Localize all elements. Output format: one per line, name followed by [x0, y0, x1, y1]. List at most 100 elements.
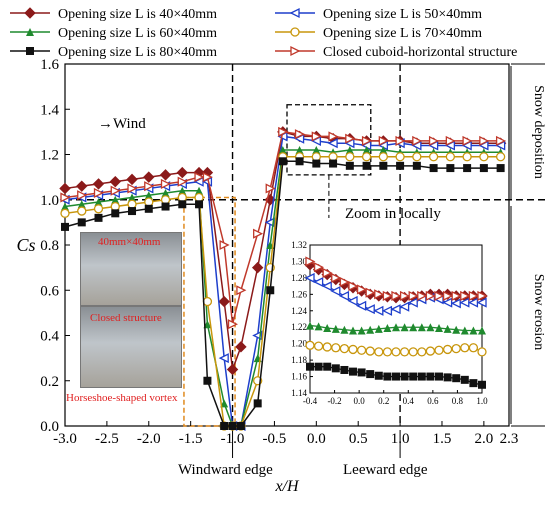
data-point — [218, 295, 230, 308]
data-point — [379, 161, 388, 170]
inset-x-tick-label: 0.6 — [427, 396, 439, 406]
data-point — [203, 376, 212, 385]
inset-data-point — [476, 297, 487, 308]
inset-data-point — [400, 323, 409, 332]
legend-marker — [289, 7, 300, 19]
data-point — [60, 192, 71, 203]
x-tick-label: -1.0 — [221, 431, 245, 447]
inset-data-point — [460, 326, 469, 335]
data-point — [128, 193, 137, 202]
inset-data-point — [451, 290, 462, 302]
data-point — [159, 169, 172, 181]
data-point — [378, 135, 389, 146]
inset-x-tick-label: 0.2 — [378, 396, 389, 406]
inset-x-tick-label: 0.4 — [403, 396, 415, 406]
data-point — [236, 285, 247, 296]
inset-data-point — [468, 343, 479, 353]
inset-data-point — [304, 272, 315, 283]
data-point — [396, 161, 405, 170]
data-point — [495, 135, 507, 146]
data-point — [312, 159, 321, 168]
data-point — [226, 363, 239, 376]
data-point — [127, 183, 138, 194]
data-point — [251, 261, 264, 274]
snow-erosion-label: Snow erosion — [531, 273, 546, 351]
inset-data-point — [392, 372, 400, 381]
inset-x-tick-label: -0.2 — [327, 396, 341, 406]
data-point — [77, 200, 86, 209]
data-point — [220, 399, 229, 408]
data-point — [253, 399, 262, 408]
inset-data-point — [408, 347, 418, 357]
y-tick-label: 1.6 — [40, 57, 59, 73]
y-tick-label: 0.2 — [40, 374, 59, 390]
data-point — [429, 164, 438, 173]
data-point — [463, 164, 472, 173]
inset-data-point — [357, 368, 366, 377]
inset-data-point — [409, 323, 418, 332]
data-point — [412, 135, 423, 146]
inset-data-point — [381, 305, 393, 316]
inset-data-point — [366, 325, 375, 334]
y-tick-label: 0.4 — [40, 329, 59, 345]
inset-data-point — [331, 343, 341, 353]
data-point — [77, 218, 86, 227]
x-tick-label: -3.0 — [53, 431, 77, 447]
inset-data-point — [409, 372, 418, 381]
data-point — [345, 161, 354, 170]
data-point — [361, 135, 373, 146]
inset-data-point — [468, 290, 479, 302]
x-tick-label: -2.0 — [137, 431, 161, 447]
inset-data-point — [425, 290, 436, 302]
data-point — [77, 206, 87, 216]
data-point — [412, 161, 421, 170]
inset-data-point — [452, 325, 461, 334]
series-4 — [60, 152, 506, 431]
inset-data-point — [340, 365, 349, 374]
x-axis-label: x/H — [274, 478, 300, 495]
data-point — [329, 159, 338, 168]
x-tick-label: -1.5 — [179, 431, 203, 447]
data-point — [176, 166, 188, 179]
legend-label: Closed cuboid-horizontal structure — [323, 45, 517, 60]
data-point — [61, 202, 69, 211]
data-point — [218, 353, 229, 364]
data-point — [178, 186, 187, 195]
leeward-edge-label: Leeward edge — [343, 462, 428, 478]
inset-data-point — [435, 324, 443, 333]
data-point — [236, 422, 245, 430]
data-point — [412, 152, 422, 162]
inset-data-point — [460, 375, 469, 384]
data-point — [220, 422, 229, 430]
data-point — [144, 204, 153, 213]
inset-data-point — [443, 324, 452, 333]
data-point — [378, 152, 388, 162]
inset-y-tick-label: 1.20 — [291, 339, 307, 349]
inset-data-point — [313, 276, 324, 288]
data-point — [110, 185, 121, 196]
data-point — [160, 178, 171, 189]
inset-data-point — [306, 362, 314, 371]
inset-data-point — [322, 267, 333, 279]
inset-data-point — [417, 372, 426, 381]
y-tick-label: 0.6 — [40, 283, 59, 299]
legend-label: Opening size L is 80×40mm — [58, 45, 217, 60]
data-point — [295, 145, 304, 154]
photo-bottom — [80, 306, 182, 388]
data-point — [361, 152, 372, 162]
inset-data-point — [348, 281, 359, 292]
data-point — [228, 422, 237, 430]
legend-label: Opening size L is 60×40mm — [58, 26, 217, 41]
data-point — [495, 152, 506, 162]
inset-data-point — [443, 373, 452, 382]
x-tick-label: -2.5 — [95, 431, 119, 447]
data-point — [462, 135, 473, 146]
data-point — [202, 296, 213, 307]
inset-series-2 — [304, 272, 487, 316]
data-point — [219, 239, 230, 251]
inset-data-point — [331, 324, 340, 333]
data-point — [76, 180, 88, 192]
inset-y-tick-label: 1.16 — [291, 372, 307, 382]
data-point — [311, 131, 322, 142]
